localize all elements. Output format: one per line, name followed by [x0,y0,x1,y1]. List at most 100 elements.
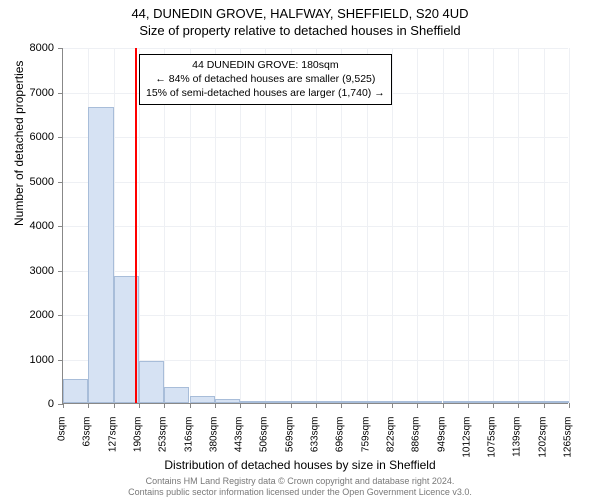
x-tick [114,403,115,408]
annotation-line1: 44 DUNEDIN GROVE: 180sqm [146,58,385,72]
gridline-v [443,48,444,403]
x-tick-label: 316sqm [183,417,194,467]
histogram-bar [392,401,417,403]
x-tick-label: 380sqm [208,417,219,467]
x-tick [63,403,64,408]
x-tick [139,403,140,408]
y-tick-label: 1000 [14,354,54,366]
x-tick [215,403,216,408]
gridline-v [544,48,545,403]
x-tick [291,403,292,408]
footer-line2: Contains public sector information licen… [0,487,600,498]
x-tick [417,403,418,408]
histogram-bar [367,401,392,403]
x-tick-label: 1139sqm [512,417,523,467]
histogram-bar [190,396,215,403]
y-tick [58,360,63,361]
x-tick-label: 822sqm [385,417,396,467]
x-tick-label: 506sqm [259,417,270,467]
x-tick-label: 1265sqm [563,417,574,467]
gridline-v [569,48,570,403]
gridline-v [468,48,469,403]
title-line2: Size of property relative to detached ho… [0,23,600,38]
x-tick [367,403,368,408]
x-tick-label: 886sqm [411,417,422,467]
x-tick-label: 443sqm [234,417,245,467]
x-tick-label: 633sqm [310,417,321,467]
x-tick [316,403,317,408]
histogram-bar [468,401,493,403]
y-tick-label: 2000 [14,309,54,321]
histogram-bar [265,401,290,403]
x-tick-label: 1012sqm [461,417,472,467]
gridline-v [392,48,393,403]
y-tick [58,137,63,138]
x-tick [164,403,165,408]
histogram-bar [341,401,366,403]
histogram-bar [240,401,265,403]
histogram-bar [215,399,240,403]
plot-area: 44 DUNEDIN GROVE: 180sqm← 84% of detache… [62,48,568,404]
x-tick-label: 949sqm [436,417,447,467]
y-tick-label: 0 [14,398,54,410]
histogram-bar [88,107,113,403]
histogram-bar [493,401,518,403]
y-tick-label: 8000 [14,42,54,54]
y-tick [58,182,63,183]
y-tick [58,48,63,49]
x-tick [265,403,266,408]
x-tick-label: 1202sqm [537,417,548,467]
x-tick-label: 759sqm [360,417,371,467]
y-tick-label: 6000 [14,131,54,143]
x-tick [468,403,469,408]
y-tick [58,226,63,227]
title-line1: 44, DUNEDIN GROVE, HALFWAY, SHEFFIELD, S… [0,6,600,21]
chart-area: 44 DUNEDIN GROVE: 180sqm← 84% of detache… [62,48,568,404]
histogram-bar [291,401,316,403]
marker-line [135,48,137,403]
x-tick [493,403,494,408]
gridline-v [493,48,494,403]
y-axis-label: Number of detached properties [12,61,26,226]
footer-attribution: Contains HM Land Registry data © Crown c… [0,476,600,499]
x-tick-label: 63sqm [82,417,93,467]
histogram-bar [63,379,88,403]
y-tick [58,315,63,316]
x-tick [443,403,444,408]
histogram-bar [164,387,189,403]
histogram-bar [544,401,569,403]
x-tick [88,403,89,408]
x-tick [518,403,519,408]
gridline-v [518,48,519,403]
y-tick-label: 5000 [14,176,54,188]
x-tick-label: 0sqm [57,417,68,467]
x-tick [544,403,545,408]
annotation-line3: 15% of semi-detached houses are larger (… [146,86,385,100]
y-tick [58,93,63,94]
x-tick-label: 190sqm [132,417,143,467]
footer-line1: Contains HM Land Registry data © Crown c… [0,476,600,487]
histogram-bar [316,401,341,403]
y-tick-label: 4000 [14,220,54,232]
x-tick-label: 127sqm [107,417,118,467]
x-tick-label: 569sqm [284,417,295,467]
y-tick-label: 7000 [14,87,54,99]
annotation-box: 44 DUNEDIN GROVE: 180sqm← 84% of detache… [139,54,392,105]
x-tick-label: 1075sqm [487,417,498,467]
histogram-bar [518,401,543,403]
histogram-bar [417,401,442,403]
x-tick [190,403,191,408]
histogram-bar [139,361,164,403]
histogram-bar [443,401,468,403]
gridline-v [417,48,418,403]
x-tick [240,403,241,408]
annotation-line2: ← 84% of detached houses are smaller (9,… [146,72,385,86]
x-tick [569,403,570,408]
y-tick-label: 3000 [14,265,54,277]
y-tick [58,271,63,272]
x-tick [341,403,342,408]
x-tick-label: 696sqm [335,417,346,467]
chart-title-block: 44, DUNEDIN GROVE, HALFWAY, SHEFFIELD, S… [0,0,600,38]
x-tick [392,403,393,408]
x-tick-label: 253sqm [158,417,169,467]
